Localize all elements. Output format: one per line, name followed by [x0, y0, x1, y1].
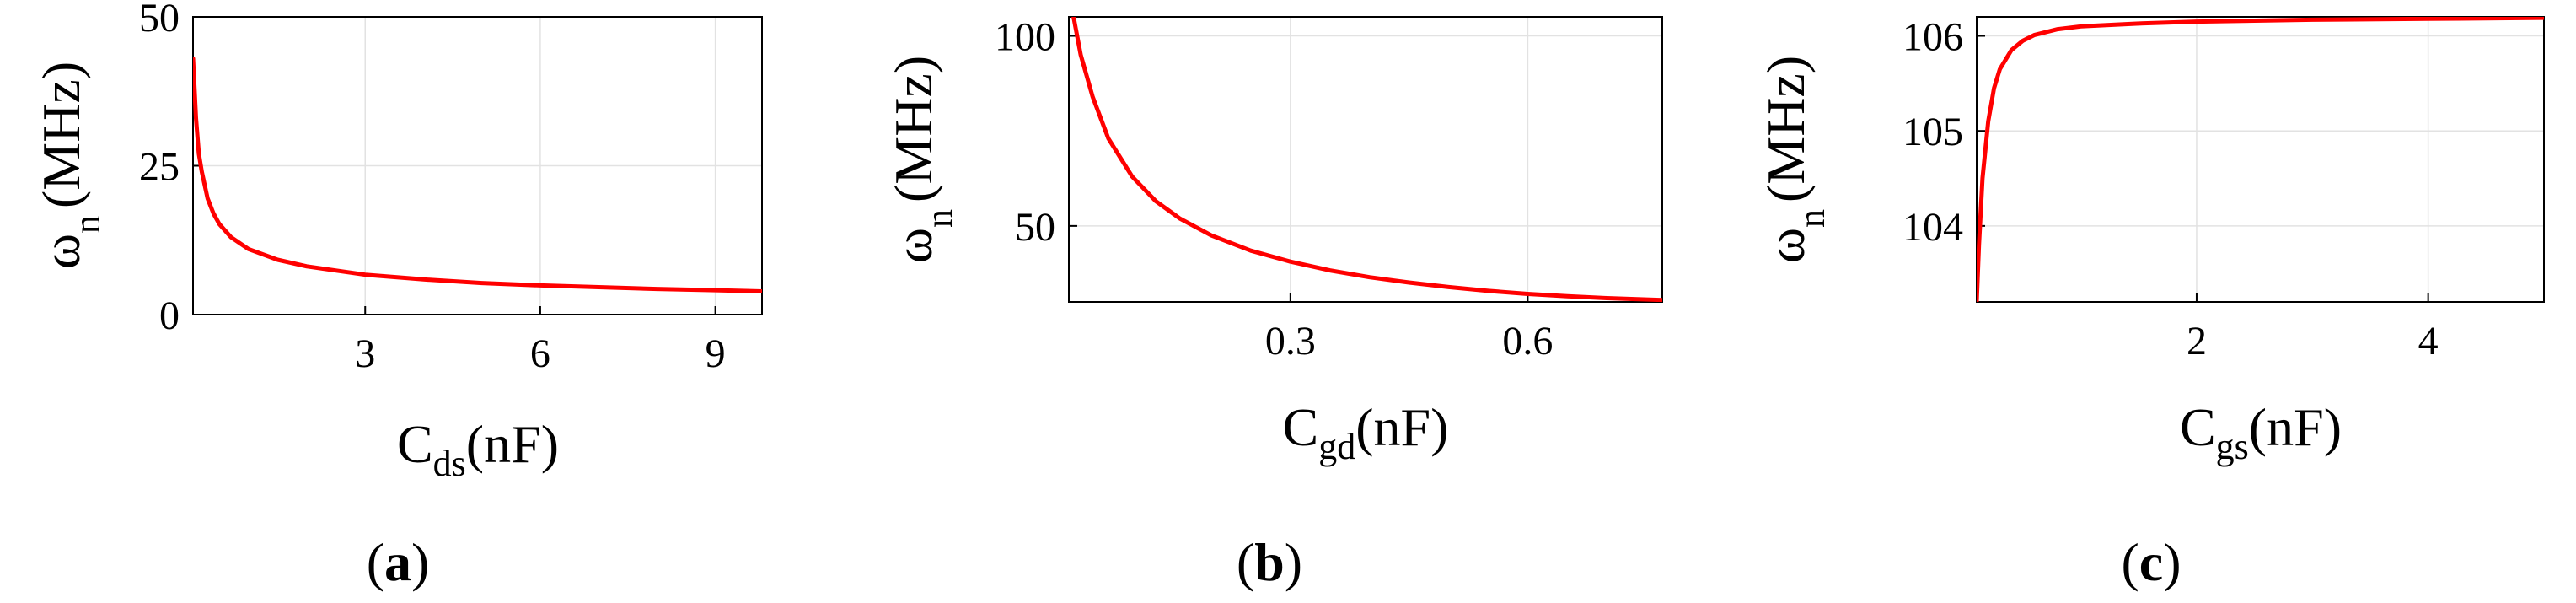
y-tick-label: 104 — [1902, 205, 1963, 250]
panel-label-close-b: ) — [1285, 532, 1302, 592]
y-tick-label: 25 — [139, 145, 180, 190]
x-axis-label-sub-b: gd — [1318, 426, 1355, 467]
grid-c — [1977, 17, 2544, 302]
y-axis-label-main-b: ω — [883, 228, 943, 263]
x-tick-label: 6 — [530, 331, 550, 376]
y-tick-label: 0 — [159, 293, 180, 338]
x-tick-label: 9 — [706, 331, 726, 376]
y-axis-label-unit-a: (MHz) — [31, 62, 91, 208]
panel-a: 3 6 9 0 25 50 ωn (MHz) Cds(nF) (a) — [31, 0, 763, 592]
y-ticks-b: 50 100 — [995, 15, 1077, 250]
panel-label-letter-a: a — [384, 532, 411, 592]
panel-label-close-a: ) — [411, 532, 429, 592]
y-axis-label-c: ωn (MHz) — [1756, 56, 1833, 263]
x-ticks-b: 0.3 0.6 — [1265, 293, 1553, 363]
panel-label-open-c: ( — [2121, 532, 2139, 592]
series-line — [1977, 17, 2544, 302]
x-axis-label-sub-c: gs — [2216, 426, 2249, 467]
x-tick-label: 0.3 — [1265, 319, 1316, 363]
panel-label-open-b: ( — [1237, 532, 1254, 592]
x-axis-label-main-b: C — [1283, 397, 1319, 457]
x-ticks-a: 3 6 9 — [355, 306, 726, 376]
y-axis-label-unit-c: (MHz) — [1756, 56, 1816, 202]
y-axis-label-a: ωn (MHz) — [31, 62, 108, 269]
x-axis-label-b: Cgd(nF) — [1283, 397, 1449, 467]
y-tick-label: 105 — [1902, 110, 1963, 154]
y-axis-label-main-a: ω — [31, 234, 91, 269]
x-tick-label: 2 — [2187, 319, 2207, 363]
y-axis-label-sub-a: n — [67, 215, 108, 234]
x-tick-label: 3 — [355, 331, 375, 376]
panel-label-letter-b: b — [1254, 532, 1285, 592]
x-axis-label-unit-a: (nF) — [466, 414, 559, 474]
y-ticks-c: 104 105 106 — [1902, 15, 1985, 250]
plot-area-b — [1069, 17, 1662, 302]
y-axis-label-sub-c: n — [1791, 209, 1833, 228]
series-b — [1071, 17, 1662, 302]
x-axis-label-unit-c: (nF) — [2249, 397, 2342, 457]
x-axis-label-sub-a: ds — [433, 443, 466, 484]
panel-label-letter-c: c — [2139, 532, 2163, 592]
y-ticks-a: 0 25 50 — [139, 0, 201, 338]
y-tick-label: 50 — [139, 0, 180, 40]
y-axis-label-sub-b: n — [919, 209, 960, 228]
grid-b — [1069, 17, 1662, 302]
x-tick-label: 4 — [2418, 319, 2439, 363]
axes-box-c — [1976, 16, 2545, 303]
panel-label-c: (c) — [2121, 532, 2181, 592]
x-axis-label-c: Cgs(nF) — [2180, 397, 2342, 467]
series-line — [1071, 17, 1662, 302]
series-a — [193, 56, 762, 293]
x-tick-label: 0.6 — [1502, 319, 1553, 363]
panel-label-open-a: ( — [367, 532, 384, 592]
y-axis-label-b: ωn (MHz) — [883, 56, 960, 263]
panel-b: 0.3 0.6 50 100 ωn (MHz) Cgd(nF) (b) — [883, 15, 1663, 592]
x-axis-label-a: Cds(nF) — [397, 414, 559, 484]
axes-box-b — [1068, 16, 1663, 303]
y-tick-label: 50 — [1015, 205, 1055, 250]
panel-label-b: (b) — [1237, 532, 1302, 592]
series-line — [193, 56, 762, 293]
series-c — [1977, 17, 2544, 302]
y-axis-label-unit-b: (MHz) — [883, 56, 943, 202]
plot-area-c — [1977, 17, 2544, 302]
y-tick-label: 100 — [995, 15, 1055, 60]
x-axis-label-main-c: C — [2180, 397, 2216, 457]
x-axis-label-unit-b: (nF) — [1355, 397, 1448, 457]
panel-label-a: (a) — [367, 532, 430, 592]
x-axis-label-main-a: C — [397, 414, 433, 474]
panel-label-close-c: ) — [2163, 532, 2181, 592]
y-axis-label-main-c: ω — [1756, 228, 1816, 263]
y-tick-label: 106 — [1902, 15, 1963, 60]
